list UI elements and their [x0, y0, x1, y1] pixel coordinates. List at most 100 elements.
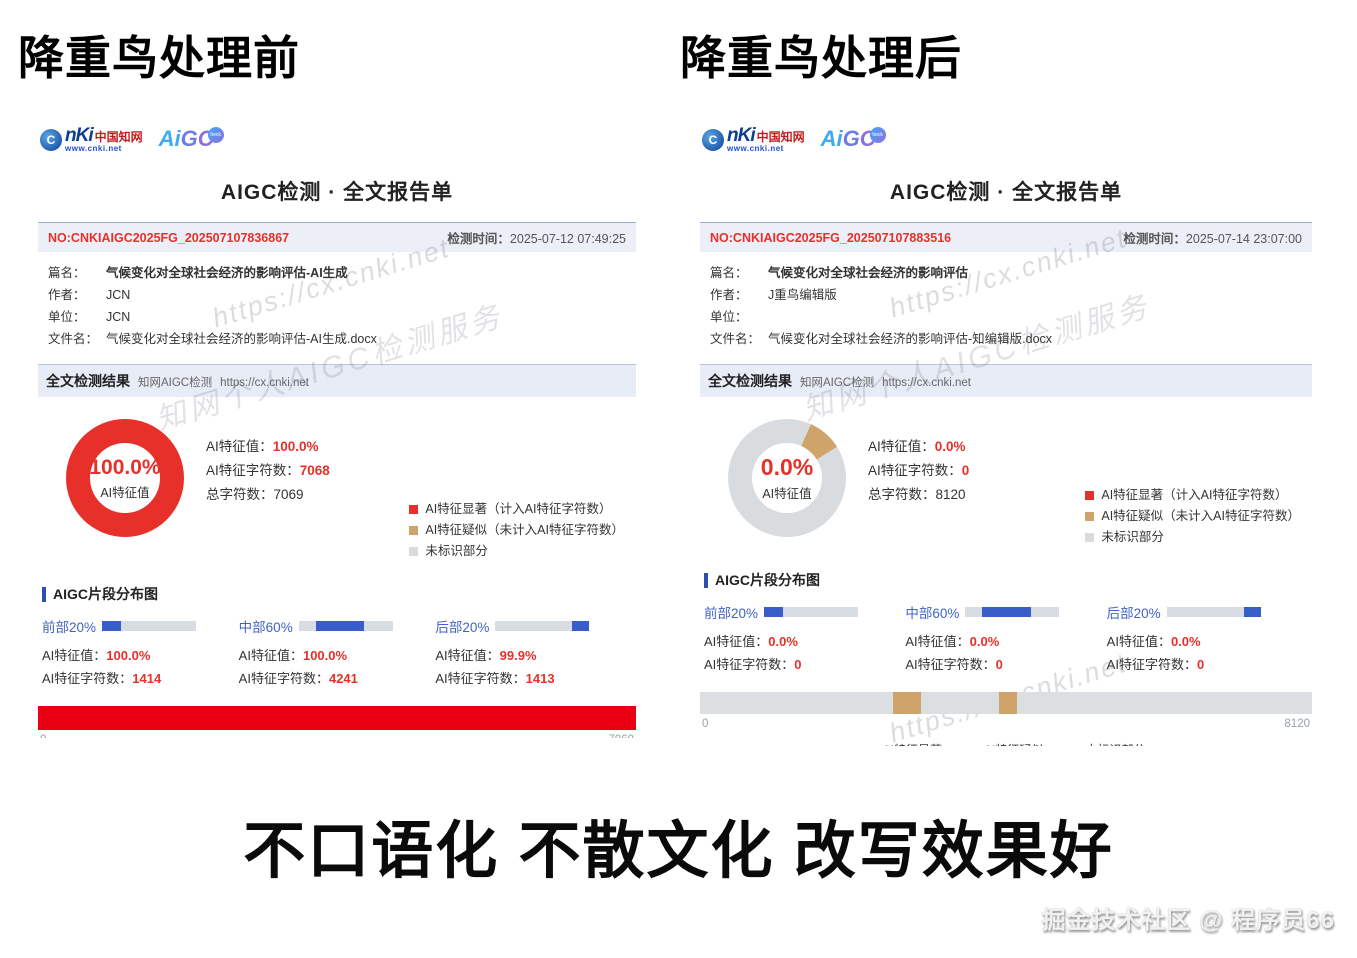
segment-position-bar: [495, 621, 590, 631]
stat-label: 总字符数：: [206, 487, 274, 502]
segment-front: 前部20% AI特征值：0.0% AI特征字符数：0: [704, 602, 905, 676]
segment-stat-value: 100.0%: [106, 648, 151, 663]
segment-stats: 前部20% AI特征值：0.0% AI特征字符数：0 中部60% AI特征值：0…: [700, 600, 1312, 678]
meta-label: 篇名：: [48, 266, 86, 280]
segment-position-bar: [298, 621, 393, 631]
legend-item-significant: AI特征显著: [867, 740, 942, 746]
donut-value: 0.0%: [760, 454, 814, 480]
report-no-bar: NO:CNKIAIGC2025FG_202507107836867 检测时间：2…: [38, 222, 636, 252]
meta-row-title: 篇名： 气候变化对全球社会经济的影响评估-AI生成: [48, 262, 626, 284]
section-tick-icon: [704, 572, 708, 588]
stat-value: 0: [961, 463, 970, 478]
distribution-title: AIGC片段分布图: [53, 586, 158, 602]
legend-item-significant: AI特征显著（计入AI特征字符数）: [1085, 485, 1300, 506]
aigc-check-logo: Ai G C heck: [821, 126, 886, 152]
scale-end: 8120: [1284, 718, 1310, 730]
meta-label: 文件名：: [710, 332, 761, 346]
logo-row: C nKi 中国知网 www.cnki.net Ai G C heck: [38, 118, 636, 162]
segment-stat-label: AI特征值：: [238, 648, 303, 663]
aigc-check-badge: heck: [207, 127, 224, 143]
stat-value: 0.0%: [934, 439, 966, 454]
cnki-globe-icon: C: [702, 128, 724, 151]
meta-label: 作者：: [710, 288, 748, 302]
legend-swatch-tan: [1085, 512, 1095, 521]
distribution-section-header: AIGC片段分布图: [704, 570, 1312, 590]
segment-ai-value: AI特征值：0.0%: [1107, 630, 1308, 653]
segment-front: 前部20% AI特征值：100.0% AI特征字符数：1414: [42, 616, 239, 690]
meta-value: 气候变化对全球社会经济的影响评估: [768, 266, 969, 280]
donut-hole: [752, 443, 822, 513]
segment-stat-label: AI特征值：: [42, 648, 107, 663]
result-section-url: https://cx.cnki.net: [220, 377, 309, 389]
donut-hole: [90, 443, 160, 513]
report-number: NO:CNKIAIGC2025FG_202507107883516: [710, 230, 952, 245]
report-no-bar: NO:CNKIAIGC2025FG_202507107883516 检测时间：2…: [700, 222, 1312, 252]
result-section-bar: 全文检测结果 知网AIGC检测 https://cx.cnki.net: [700, 364, 1312, 397]
meta-row-unit: 单位：: [710, 306, 1302, 328]
document-distribution-bar: [700, 692, 1312, 714]
meta-value: J重鸟编辑版: [768, 288, 837, 302]
aigc-logo-ai: Ai: [820, 126, 843, 151]
meta-label: 文件名：: [48, 332, 99, 346]
stat-label: AI特征值：: [206, 439, 273, 454]
meta-row-author: 作者： JCN: [48, 284, 626, 306]
segment-position-fill: [572, 621, 590, 631]
stat-ai-value: AI特征值：100.0%: [206, 435, 330, 459]
legend-label: 未标识部分: [425, 544, 488, 558]
legend-item-unidentified: 未标识部分: [409, 541, 624, 562]
legend-label: AI特征疑似: [984, 740, 1043, 746]
meta-value: 气候变化对全球社会经济的影响评估-AI生成: [106, 266, 348, 280]
result-stats: AI特征值：100.0% AI特征字符数：7068 总字符数：7069: [206, 435, 330, 562]
aigc-check-badge: heck: [869, 127, 886, 143]
segment-stat-value: 1414: [132, 671, 162, 686]
segment-back: 后部20% AI特征值：0.0% AI特征字符数：0: [1107, 602, 1308, 676]
scale-start: 0: [40, 734, 46, 738]
segment-stat-label: AI特征字符数：: [905, 657, 996, 672]
cnki-chinese-name: 中国知网: [756, 130, 805, 144]
stat-ai-chars: AI特征字符数：0: [868, 459, 969, 483]
segment-label: 前部20%: [42, 620, 97, 635]
stat-label: 总字符数：: [868, 487, 936, 502]
legend-swatch-red: [409, 505, 419, 514]
report-metadata: 篇名： 气候变化对全球社会经济的影响评估-AI生成 作者： JCN 单位： JC…: [38, 252, 636, 356]
detect-time-label: 检测时间：: [1123, 232, 1186, 246]
segment-stat-value: 0: [995, 657, 1003, 672]
meta-row-unit: 单位： JCN: [48, 306, 626, 328]
segment-stat-label: AI特征值：: [435, 648, 500, 663]
report-before: https://cx.cnki.net 知网个人AIGC检测服务 C nKi 中…: [38, 118, 636, 738]
cnki-globe-icon: C: [40, 128, 62, 151]
cnki-mark: nKi: [65, 125, 94, 146]
document-distribution-bar: [38, 706, 636, 730]
right-column-heading: 降重鸟处理后: [680, 32, 962, 84]
meta-value: 气候变化对全球社会经济的影响评估-知编辑版.docx: [768, 332, 1053, 346]
scale-end: 7069: [608, 734, 634, 738]
legend-swatch-tan: [409, 526, 419, 535]
cnki-chinese-name: 中国知网: [94, 130, 143, 144]
legend-item-unidentified: 未标识部分: [1069, 740, 1145, 746]
meta-value: JCN: [106, 310, 131, 324]
logo-row: C nKi 中国知网 www.cnki.net Ai G C heck: [700, 118, 1312, 162]
segment-position-fill: [982, 607, 1032, 617]
distribution-bar-legend: AI特征显著 AI特征疑似 未标识部分: [700, 740, 1312, 746]
aigc-logo-ai: Ai: [158, 126, 181, 151]
meta-label: 单位：: [48, 310, 86, 324]
legend-swatch-red: [1085, 491, 1095, 500]
cnki-logo: C nKi 中国知网 www.cnki.net: [702, 126, 805, 153]
legend-label: AI特征疑似（未计入AI特征字符数）: [425, 523, 624, 537]
segment-stat-label: AI特征字符数：: [704, 657, 795, 672]
segment-position-bar: [102, 621, 197, 631]
segment-ai-chars: AI特征字符数：0: [905, 653, 1106, 676]
legend-label: AI特征疑似（未计入AI特征字符数）: [1101, 509, 1300, 523]
aigc-check-logo: Ai G C heck: [159, 126, 224, 152]
report-metadata: 篇名： 气候变化对全球社会经济的影响评估 作者： J重鸟编辑版 单位： 文件名：…: [700, 252, 1312, 356]
segment-position-fill: [102, 621, 121, 631]
meta-label: 篇名：: [710, 266, 748, 280]
result-section-engine: 知网AIGC检测: [800, 377, 875, 389]
legend-item-suspect: AI特征疑似（未计入AI特征字符数）: [1085, 506, 1300, 527]
stat-total-chars: 总字符数：8120: [868, 483, 969, 507]
legend-item-suspect: AI特征疑似（未计入AI特征字符数）: [409, 520, 624, 541]
segment-label: 中部60%: [905, 606, 960, 621]
cnki-mark: nKi: [727, 125, 756, 146]
distribution-scale: 0 8120: [700, 716, 1312, 732]
segment-position-bar: [965, 607, 1060, 617]
